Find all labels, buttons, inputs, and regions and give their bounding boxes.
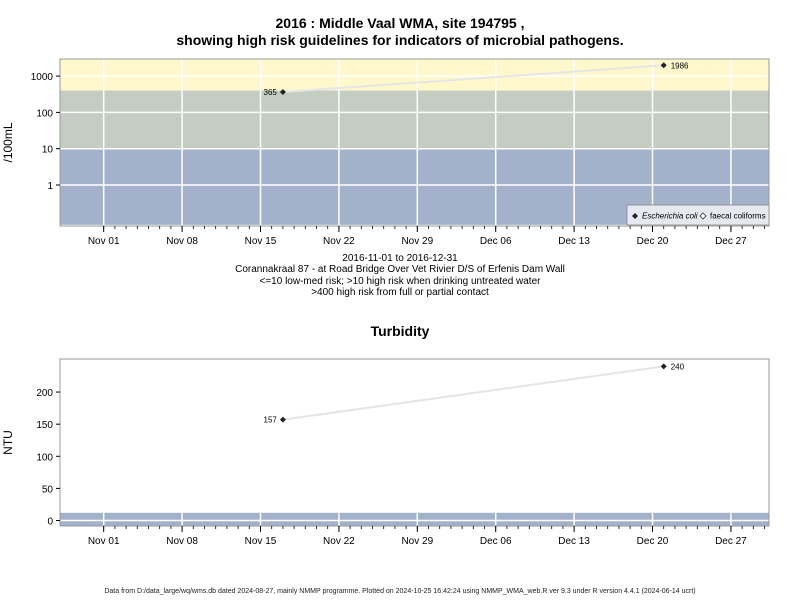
- figure-title-line1: 2016 : Middle Vaal WMA, site 194795 ,: [275, 15, 525, 31]
- x-tick-label: Nov 08: [166, 536, 198, 547]
- figure-title-line2: showing high risk guidelines for indicat…: [176, 32, 624, 48]
- y-tick-label: 1: [47, 181, 53, 192]
- y-axis-label: NTU: [1, 430, 15, 455]
- y-tick-label: 100: [36, 108, 53, 119]
- footer-note: Data from D:/data_large/wq/wms.db dated …: [104, 588, 696, 595]
- data-point: [660, 363, 667, 370]
- legend-label-ecoli: Escherichia coli: [642, 212, 698, 221]
- y-tick-label: 50: [42, 484, 54, 495]
- legend-marker-open: [699, 212, 707, 220]
- y-tick-label: 200: [36, 388, 53, 399]
- data-point: [279, 88, 286, 95]
- x-tick-label: Nov 01: [88, 536, 120, 547]
- x-tick-label: Dec 20: [637, 236, 669, 247]
- y-tick-label: 100: [36, 452, 53, 463]
- caption-site: Corannakraal 87 - at Road Bridge Over Ve…: [235, 264, 565, 275]
- x-tick-label: Dec 27: [715, 236, 747, 247]
- x-tick-label: Dec 13: [558, 236, 590, 247]
- legend: Escherichia coli faecal coliforms: [626, 204, 770, 226]
- x-tick-label: Nov 15: [245, 536, 277, 547]
- y-tick-label: 150: [36, 420, 53, 431]
- plot-frame: [59, 58, 770, 227]
- microbial-chart: 1 10 100 1000 Nov 01 Nov 08 Nov 15 Nov 22 Nov 29…: [1, 58, 770, 247]
- legend-label-faecal: faecal coliforms: [710, 212, 766, 221]
- caption-guideline-drinking: <=10 low-med risk; >10 high risk when dr…: [259, 276, 541, 287]
- y-tick-label: 1000: [31, 72, 54, 83]
- x-tick-label: Nov 01: [88, 236, 120, 247]
- legend-box: [626, 204, 770, 226]
- x-tick-label: Nov 08: [166, 236, 198, 247]
- turbidity-title: Turbidity: [370, 323, 430, 339]
- risk-band-0: [60, 512, 769, 526]
- data-point: [660, 62, 667, 69]
- x-tick-label: Dec 13: [558, 536, 590, 547]
- y-tick-label: 0: [47, 517, 53, 528]
- x-tick-label: Nov 22: [323, 236, 355, 247]
- series-line: [282, 365, 664, 421]
- legend-marker-filled: [632, 213, 638, 219]
- x-tick-label: Nov 29: [401, 236, 433, 247]
- caption-date-range: 2016-11-01 to 2016-12-31: [342, 253, 458, 264]
- data-point: [279, 416, 286, 423]
- data-label: 365: [264, 88, 278, 97]
- risk-band-0: [60, 59, 769, 91]
- data-label: 240: [671, 362, 685, 371]
- x-tick-label: Dec 06: [480, 236, 512, 247]
- x-tick-label: Nov 29: [401, 536, 433, 547]
- x-tick-label: Dec 27: [715, 536, 747, 547]
- y-tick-label: 10: [42, 145, 54, 156]
- caption-guideline-contact: >400 high risk from full or partial cont…: [311, 287, 489, 298]
- series-line: [282, 64, 664, 93]
- x-tick-label: Dec 06: [480, 536, 512, 547]
- risk-band-1: [60, 90, 769, 149]
- data-label: 1986: [671, 61, 689, 70]
- plot-frame: [59, 358, 770, 527]
- x-tick-label: Nov 22: [323, 536, 355, 547]
- turbidity-chart: 0 50 100 150 200 Nov 01 Nov 08 Nov 15 Nov 22 Nov …: [1, 358, 770, 547]
- x-tick-label: Nov 15: [245, 236, 277, 247]
- data-label: 157: [264, 416, 278, 425]
- y-axis-label: /100mL: [1, 122, 15, 162]
- x-tick-label: Dec 20: [637, 536, 669, 547]
